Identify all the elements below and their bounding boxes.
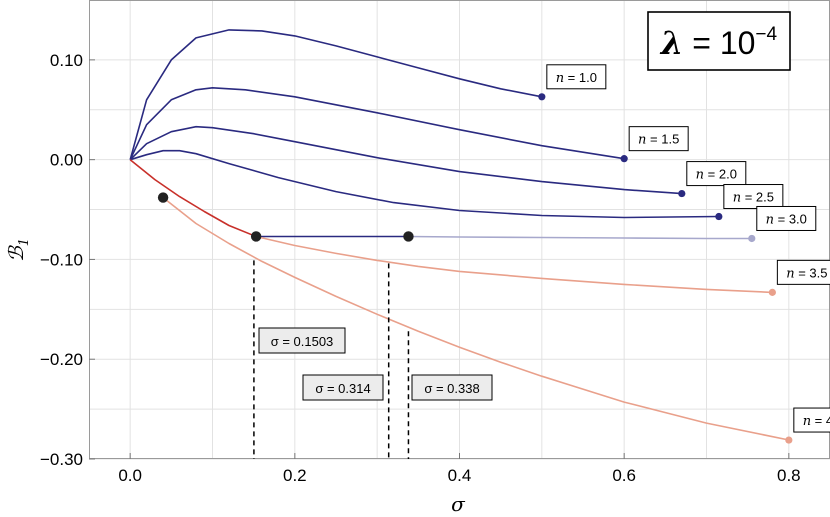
x-tick-label: 0.4	[448, 466, 472, 485]
series-label-var: n	[803, 414, 811, 429]
sigma-label-box	[258, 327, 346, 354]
series-end-point	[538, 93, 546, 101]
svg-text:ℬ1: ℬ1	[4, 238, 32, 262]
y-axis-title-sub: 1	[17, 238, 32, 246]
sigma-label-box	[411, 374, 493, 401]
series-curves	[129, 29, 793, 444]
series-label-value: = 4.0	[811, 413, 830, 428]
series-label-box	[686, 161, 747, 187]
series-line	[408, 235, 752, 240]
lambda-value: = 10	[683, 25, 755, 61]
series-line	[129, 159, 257, 238]
series-end-point	[748, 234, 756, 243]
series-label-box	[628, 126, 689, 152]
series-label-var: n	[638, 133, 646, 148]
critical-point-marker	[250, 231, 262, 242]
series-end-point	[678, 189, 686, 198]
series-line	[129, 125, 682, 195]
series-line	[255, 235, 773, 294]
series-label-var: n	[786, 266, 794, 281]
lambda-exponent: −4	[755, 24, 777, 45]
series-label-box	[756, 205, 817, 231]
series-end-point	[715, 212, 723, 221]
svg-text:λ = 10−4: λ = 10−4	[659, 24, 778, 62]
axis-ticks: 0.0 0.2 0.4 0.6 0.8 0.10 0.00 −0.10 −0.20 −0.30	[40, 51, 801, 485]
x-tick-label: 0.8	[777, 466, 801, 485]
series-label-text: n = 2.0	[696, 167, 737, 183]
series-label: n = 3.5	[776, 259, 830, 285]
series-label-value: = 1.0	[564, 70, 597, 85]
critical-point-marker	[403, 231, 414, 242]
y-tick-label: 0.00	[50, 151, 83, 170]
series-label-var: n	[696, 168, 704, 183]
series-label-box	[723, 184, 784, 210]
x-tick-label: 0.0	[118, 466, 142, 485]
series-label-value: = 3.0	[774, 211, 807, 226]
x-axis-title: σ	[451, 492, 466, 516]
series-label-box	[776, 259, 830, 285]
sigma-label: σ = 0.1503	[258, 327, 346, 354]
y-tick-label: −0.30	[40, 450, 83, 469]
series-line	[129, 149, 719, 219]
lambda-box: λ = 10−4	[647, 11, 791, 71]
series-label-text: n = 1.5	[638, 132, 679, 148]
series-label-box	[546, 64, 607, 90]
series-label: n = 3.0	[756, 205, 817, 231]
series-line	[129, 29, 542, 160]
series-label-var: n	[556, 71, 564, 86]
series-label-value: = 3.5	[795, 265, 828, 280]
series-label: n = 2.0	[686, 161, 747, 187]
y-tick-label: −0.20	[40, 350, 83, 369]
series-label-value: = 2.0	[704, 167, 737, 182]
markers	[157, 192, 414, 242]
critical-point-marker	[157, 192, 169, 203]
series-label-text: n = 1.0	[556, 70, 597, 86]
y-axis-title: ℬ1	[4, 238, 32, 262]
series-label-value: = 1.5	[646, 132, 679, 147]
series-label-var: n	[733, 191, 741, 206]
sigma-label-text: σ = 0.314	[315, 381, 370, 396]
series-end-point	[620, 155, 628, 163]
series-label-text: n = 4.0	[803, 413, 830, 429]
sigma-label-text: σ = 0.338	[424, 381, 479, 396]
series-label: n = 2.5	[723, 184, 784, 210]
y-tick-label: 0.10	[50, 51, 83, 70]
series-label-var: n	[766, 212, 774, 227]
sigma-label: σ = 0.338	[411, 374, 493, 401]
lambda-symbol: λ	[659, 24, 683, 62]
series-label: n = 4.0	[793, 407, 830, 433]
series-label: n = 1.5	[628, 126, 689, 152]
series-label-value: = 2.5	[741, 190, 774, 205]
series-end-point	[785, 436, 793, 444]
series-line	[129, 87, 625, 161]
y-tick-label: −0.10	[40, 250, 83, 269]
series-label-box	[793, 407, 830, 433]
sigma-label-box	[302, 374, 384, 401]
y-axis-title-main: ℬ	[4, 245, 28, 262]
sigma-lines: σ = 0.1503 σ = 0.314 σ = 0.338	[253, 260, 493, 459]
series-label-text: n = 3.5	[786, 265, 827, 281]
series-label: n = 1.0	[546, 64, 607, 90]
series-label-text: n = 3.0	[766, 211, 807, 227]
sigma-label-text: σ = 0.1503	[271, 334, 334, 349]
x-tick-label: 0.6	[612, 466, 636, 485]
sigma-label: σ = 0.314	[302, 374, 384, 401]
series-labels: n = 1.0n = 1.5n = 2.0n = 2.5n = 3.0n = 3…	[546, 64, 830, 433]
series-line	[162, 196, 789, 441]
series-end-point	[768, 288, 776, 296]
x-tick-label: 0.2	[283, 466, 307, 485]
series-label-text: n = 2.5	[733, 190, 774, 206]
